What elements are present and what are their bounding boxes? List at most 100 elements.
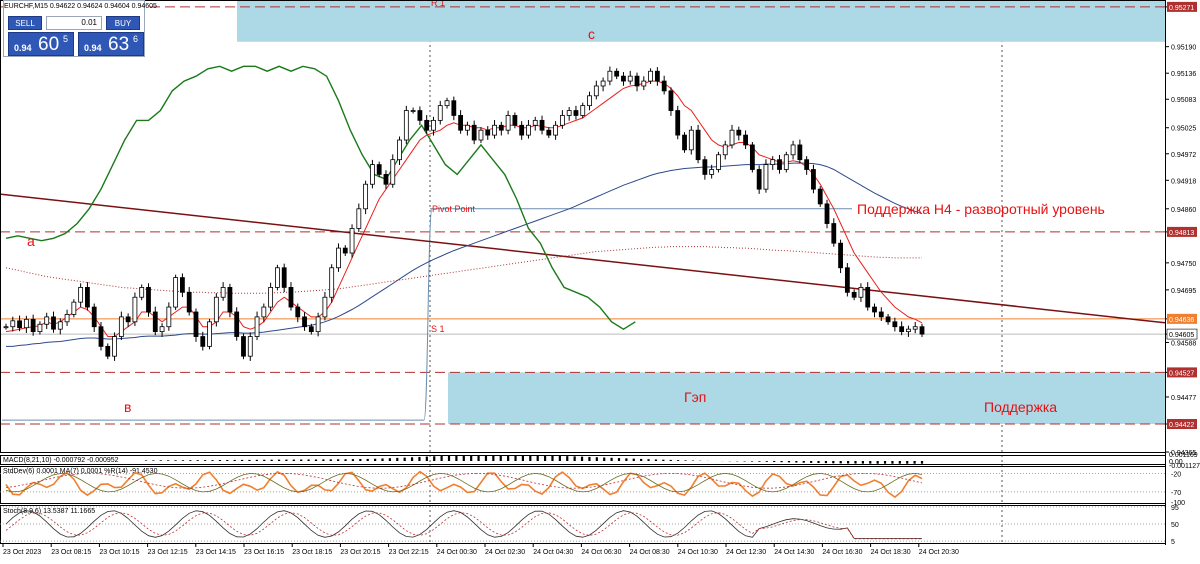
candle-body: [200, 336, 206, 347]
candle-body: [627, 75, 633, 82]
candle-body: [743, 134, 748, 146]
williams-r-line: [5, 470, 923, 499]
price-flag: [1167, 313, 1197, 324]
candle-body: [505, 115, 511, 131]
time-tick-label: 23 Oct 18:15: [292, 549, 332, 556]
candle-body: [661, 80, 667, 92]
macd-tick-label: -0.001127: [1169, 463, 1200, 470]
candle-body: [621, 75, 626, 82]
price-tick-label: 0.94636: [1169, 317, 1194, 324]
candle-body: [546, 129, 552, 136]
stddev-line: [5, 472, 923, 493]
candle-body: [431, 119, 436, 131]
time-axis: 23 Oct 2023 23 Oct 08:15 23 Oct 10:15 23 Oc…: [2, 543, 959, 556]
label-c: с: [588, 26, 595, 42]
resistance-zone: [237, 0, 1165, 42]
candle-body: [91, 306, 97, 328]
candles: [3, 66, 925, 361]
candle-body: [458, 115, 464, 131]
candle-body: [892, 321, 898, 328]
candle-body: [261, 306, 267, 318]
candle-body: [485, 129, 491, 136]
stoch-tick-label: 5: [1171, 539, 1175, 546]
candle-body: [383, 174, 389, 185]
candle-body: [478, 129, 484, 141]
time-tick-label: 24 Oct 00:30: [437, 549, 477, 556]
candle-body: [403, 110, 409, 141]
candle-body: [675, 110, 681, 136]
time-tick-label: 24 Oct 08:30: [630, 549, 670, 556]
lot-size-field[interactable]: 0.01: [46, 16, 102, 30]
r1-label: R 1: [431, 0, 445, 8]
time-tick-label: 23 Oct 20:15: [340, 549, 380, 556]
candle-body: [437, 105, 443, 121]
candle-body: [342, 247, 348, 254]
stoch-main-line: [5, 510, 922, 539]
candle-body: [797, 144, 803, 161]
stoch-tick-label: 50: [1171, 522, 1179, 529]
trend-line: [0, 193, 1166, 324]
candle-body: [23, 318, 29, 329]
price-tick-label: 0.95083: [1171, 97, 1196, 104]
price-tick-label: 0.94477: [1171, 395, 1196, 402]
candle-body: [532, 119, 538, 126]
candle-body: [329, 267, 335, 298]
candle-body: [220, 287, 226, 298]
candle-body: [763, 164, 769, 190]
candle-body: [227, 287, 233, 313]
candle-body: [498, 124, 504, 131]
price-tick-label: 0.94813: [1169, 230, 1194, 237]
candle-body: [424, 119, 430, 131]
price-flag: [1167, 226, 1197, 237]
stddev-tick-label: -70: [1171, 490, 1181, 497]
candle-body: [539, 119, 545, 131]
time-tick-label: 24 Oct 12:30: [726, 549, 766, 556]
candle-body: [668, 90, 674, 111]
sell-button[interactable]: SELL: [8, 16, 42, 30]
label-a: а: [27, 233, 35, 249]
sell-price-button[interactable]: 0.94 60 5: [8, 32, 74, 56]
candle-body: [173, 277, 179, 308]
candle-body: [858, 287, 864, 298]
candle-body: [709, 169, 715, 175]
support-h4-label: Поддержка H4 - разворотный уровень: [857, 201, 1105, 217]
candle-body: [580, 105, 586, 116]
price-flag: [1167, 367, 1197, 378]
buy-price-prefix: 0.94: [84, 43, 102, 53]
candle-body: [3, 326, 9, 329]
candle-body: [356, 208, 362, 229]
candle-body: [241, 336, 246, 357]
candle-body: [865, 287, 871, 308]
candle-body: [885, 316, 891, 323]
candle-body: [634, 75, 640, 87]
price-tick-label: 0.94527: [1169, 370, 1194, 377]
candle-body: [912, 326, 918, 330]
candle-body: [838, 242, 843, 269]
price-flag: [1166, 328, 1198, 340]
price-flag: [1167, 418, 1197, 429]
indicator-panels: MACD(8,21,10) -0.000792 -0.000952 StdDev(…: [0, 0, 1166, 545]
candle-body: [234, 311, 240, 337]
candle-body: [559, 115, 565, 126]
ma_slow-line: [6, 162, 923, 347]
candle-body: [451, 100, 457, 116]
annotations: а в с Pivot Point R 1 S 1 Поддержка H4 - разво…: [27, 0, 1105, 415]
candle-body: [756, 169, 762, 190]
pivot-connector: [423, 208, 433, 421]
buy-price-sup: 6: [133, 34, 139, 44]
candle-body: [193, 311, 199, 337]
macd-label: MACD(8,21,10) -0.000792 -0.000952: [3, 457, 119, 464]
buy-price-button[interactable]: 0.94 63 6: [78, 32, 144, 56]
candle-body: [817, 188, 823, 205]
candle-body: [790, 144, 796, 156]
candle-body: [57, 321, 63, 330]
candle-body: [648, 70, 653, 82]
candle-body: [749, 144, 755, 170]
candle-body: [410, 110, 416, 112]
label-b: в: [124, 399, 131, 415]
panel-frame: [0, 466, 1166, 504]
candle-body: [281, 267, 287, 288]
candle-body: [369, 164, 375, 185]
buy-button[interactable]: BUY: [106, 16, 140, 30]
